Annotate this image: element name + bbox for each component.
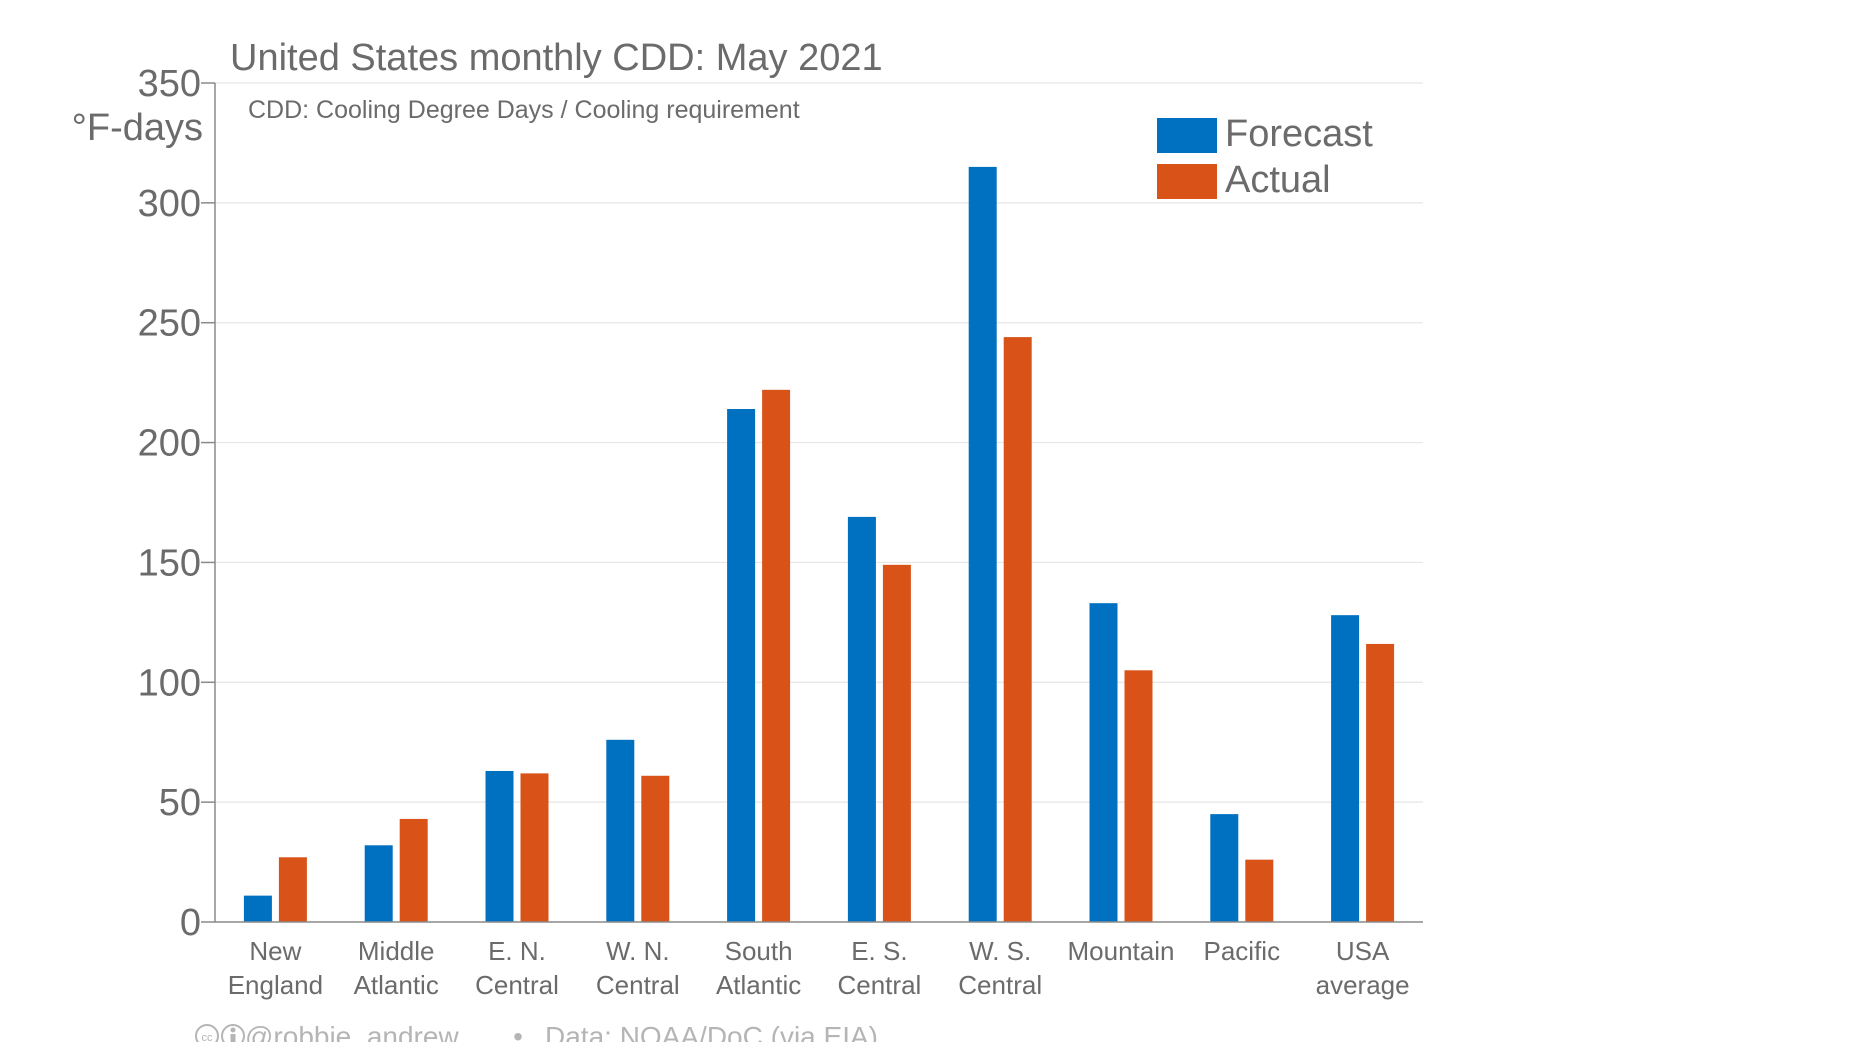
bar-forecast	[364, 845, 393, 922]
x-tick-label: W. S.	[969, 936, 1031, 966]
legend: Forecast Actual	[1157, 113, 1373, 201]
x-tick-label: E. S.	[851, 936, 907, 966]
x-tick-label: Pacific	[1204, 936, 1281, 966]
x-tick-label: Atlantic	[716, 970, 801, 1000]
x-axis-ticks: New England Middle Atlantic E. N. Central W. N…	[228, 936, 1410, 1000]
bar-forecast	[1210, 814, 1239, 922]
chart-title: United States monthly CDD: May 2021	[230, 37, 883, 79]
x-tick-label: Mountain	[1068, 936, 1175, 966]
bar-forecast	[968, 166, 997, 922]
y-axis-ticks: 0 50 100 150 200 250 300 350	[138, 63, 215, 944]
y-axis-label: °F-days	[72, 107, 203, 149]
cc-icon: cc	[195, 1024, 219, 1042]
y-tick-label: 250	[138, 303, 201, 345]
legend-swatch-actual	[1157, 164, 1217, 199]
credit-separator: •	[513, 1021, 523, 1042]
y-tick-label: 150	[138, 542, 201, 584]
x-tick-label: W. N.	[606, 936, 670, 966]
bar-actual	[1366, 643, 1395, 922]
bars	[243, 166, 1395, 922]
bar-forecast	[606, 739, 635, 922]
x-tick-label: Central	[958, 970, 1042, 1000]
y-tick-label: 300	[138, 183, 201, 225]
svg-text:cc: cc	[202, 1032, 214, 1042]
y-tick-label: 50	[159, 782, 201, 824]
x-tick-label: Middle	[358, 936, 435, 966]
bar-forecast	[243, 895, 272, 922]
bar-forecast	[485, 770, 514, 922]
x-tick-label: Central	[596, 970, 680, 1000]
bar-actual	[278, 857, 307, 922]
bar-actual	[762, 389, 791, 922]
bar-forecast	[727, 409, 756, 922]
bar-actual	[882, 564, 911, 922]
y-tick-label: 100	[138, 662, 201, 704]
x-tick-label: Atlantic	[354, 970, 439, 1000]
bar-actual	[520, 773, 549, 922]
y-tick-label: 0	[180, 902, 201, 944]
chart-subtitle: CDD: Cooling Degree Days / Cooling requi…	[248, 96, 800, 124]
bar-actual	[1003, 337, 1032, 922]
x-tick-label: USA	[1336, 936, 1390, 966]
x-tick-label: England	[228, 970, 323, 1000]
x-tick-label: Central	[837, 970, 921, 1000]
bar-actual	[641, 775, 670, 922]
x-tick-label: average	[1316, 970, 1410, 1000]
bar-forecast	[847, 516, 876, 922]
bar-actual	[399, 818, 428, 922]
legend-label-forecast: Forecast	[1225, 113, 1373, 155]
attribution-icon	[221, 1024, 245, 1042]
x-tick-label: South	[725, 936, 793, 966]
x-tick-label: Central	[475, 970, 559, 1000]
credit-author: @robbie_andrew	[245, 1021, 459, 1042]
bar-forecast	[1331, 615, 1360, 922]
legend-label-actual: Actual	[1225, 159, 1331, 201]
y-tick-label: 350	[138, 63, 201, 105]
gridlines	[215, 82, 1423, 803]
y-tick-label: 200	[138, 423, 201, 465]
x-tick-label: E. N.	[488, 936, 546, 966]
x-tick-label: New	[249, 936, 301, 966]
bar-actual	[1124, 670, 1153, 922]
bar-actual	[1245, 859, 1274, 922]
credit-line: cc @robbie_andrew • Data: NOAA/DoC (via …	[195, 1021, 878, 1042]
legend-swatch-forecast	[1157, 118, 1217, 153]
credit-source: Data: NOAA/DoC (via EIA)	[545, 1021, 878, 1042]
bar-forecast	[1089, 603, 1118, 922]
